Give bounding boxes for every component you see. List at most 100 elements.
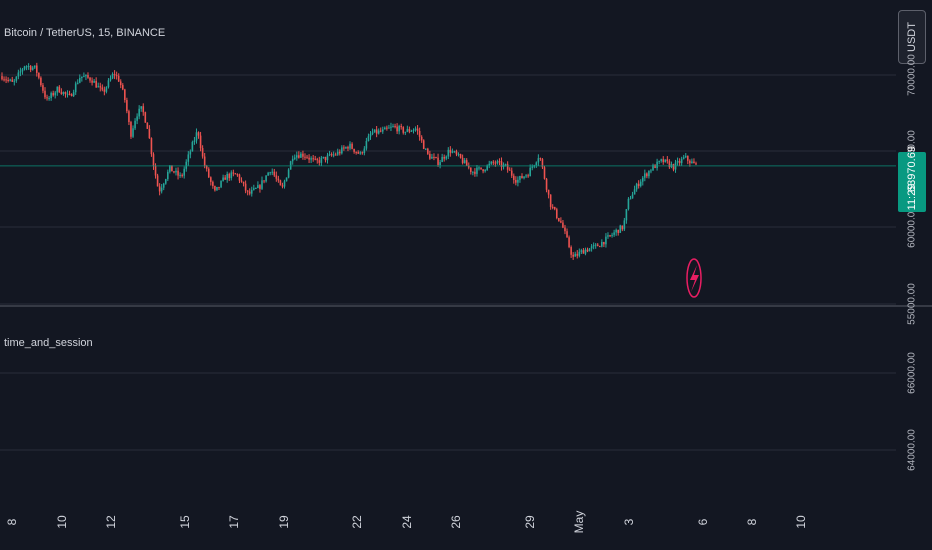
- candle-up: [283, 181, 286, 187]
- candle-up: [62, 92, 65, 94]
- indicator-title[interactable]: time_and_session: [4, 337, 93, 349]
- candle-up: [367, 136, 370, 142]
- candle-up: [261, 180, 263, 189]
- candle-down: [427, 148, 429, 154]
- candle-down: [119, 81, 122, 86]
- candle-up: [109, 78, 112, 81]
- candle-down: [494, 162, 497, 164]
- candle-up: [253, 188, 255, 190]
- candle-down: [46, 97, 48, 99]
- candle-up: [629, 198, 632, 200]
- candle-down: [687, 155, 689, 161]
- candle-up: [336, 151, 339, 155]
- candle-up: [410, 130, 413, 132]
- candle-up: [138, 108, 140, 117]
- candle-down: [498, 161, 501, 163]
- candle-down: [60, 92, 63, 94]
- candle-down: [596, 244, 599, 247]
- candle-up: [390, 126, 392, 128]
- candle-up: [517, 179, 519, 183]
- candle-down: [646, 173, 648, 177]
- candle-down: [218, 186, 220, 188]
- candle-down: [539, 158, 542, 160]
- candle-down: [379, 130, 382, 132]
- y-tick-label: 55000.00: [906, 283, 918, 325]
- candle-down: [36, 65, 38, 73]
- candle-down: [678, 161, 681, 164]
- candle-up: [164, 179, 167, 184]
- candle-down: [248, 191, 251, 194]
- candle-up: [453, 151, 456, 153]
- candle-up: [660, 159, 662, 161]
- candle-down: [29, 66, 32, 70]
- candle-up: [639, 181, 642, 187]
- candle-down: [64, 92, 67, 94]
- candle-down: [480, 167, 482, 170]
- candle-down: [416, 128, 419, 131]
- candle-down: [470, 167, 472, 172]
- candle-down: [437, 157, 439, 165]
- x-tick-label: 26: [449, 515, 463, 529]
- candle-down: [568, 237, 570, 248]
- candle-down: [173, 171, 175, 173]
- candle-up: [267, 172, 269, 176]
- candle-down: [609, 235, 611, 237]
- candle-down: [228, 173, 231, 179]
- candle-up: [447, 149, 450, 157]
- candle-down: [547, 189, 550, 195]
- candle-up: [392, 126, 394, 128]
- candle-down: [662, 159, 665, 163]
- candle-up: [17, 72, 20, 77]
- candle-up: [381, 129, 384, 132]
- candle-up: [648, 170, 650, 177]
- candle-down: [298, 155, 300, 158]
- candle-down: [318, 160, 321, 163]
- candle-down: [89, 77, 91, 81]
- candle-down: [113, 74, 116, 76]
- candle-up: [445, 156, 448, 159]
- candle-up: [414, 128, 417, 131]
- candle-down: [560, 221, 562, 223]
- candle-up: [496, 161, 499, 164]
- candle-down: [338, 151, 341, 154]
- candle-down: [512, 175, 515, 180]
- candle-up: [222, 177, 224, 181]
- candle-up: [424, 148, 427, 150]
- candle-up: [398, 126, 400, 132]
- candle-down: [11, 79, 14, 82]
- candle-up: [594, 244, 597, 246]
- candle-down: [312, 158, 314, 160]
- lightning-bolt-icon[interactable]: [686, 258, 702, 298]
- candle-up: [162, 183, 165, 188]
- indicator-y-tick-label: 64000.00: [906, 429, 918, 471]
- candle-up: [310, 158, 312, 160]
- candle-up: [257, 185, 259, 189]
- candle-up: [349, 143, 351, 149]
- candle-down: [562, 222, 564, 228]
- candle-up: [332, 154, 335, 156]
- candle-up: [664, 159, 667, 163]
- candle-down: [545, 178, 548, 190]
- candle-down: [576, 253, 579, 256]
- candle-down: [654, 165, 656, 168]
- candle-down: [150, 138, 153, 155]
- candle-up: [76, 82, 79, 84]
- candle-up: [633, 189, 636, 195]
- candle-down: [263, 180, 265, 182]
- candle-up: [179, 174, 181, 176]
- candle-up: [83, 76, 85, 78]
- candle-down: [564, 227, 566, 232]
- currency-button[interactable]: USDT: [898, 10, 926, 64]
- candle-down: [693, 161, 695, 164]
- candle-down: [302, 153, 304, 157]
- candle-down: [314, 158, 317, 160]
- candle-up: [476, 167, 478, 174]
- candle-up: [216, 186, 218, 191]
- candle-up: [525, 175, 527, 177]
- candle-up: [81, 76, 83, 78]
- candle-up: [531, 166, 534, 168]
- candle-up: [195, 132, 198, 141]
- candle-up: [644, 173, 646, 178]
- symbol-title[interactable]: Bitcoin / TetherUS, 15, BINANCE: [4, 27, 166, 39]
